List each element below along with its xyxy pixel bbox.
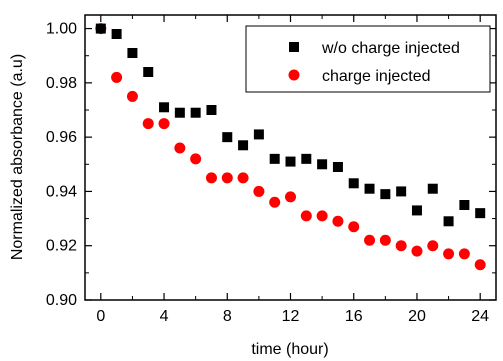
data-marks (95, 23, 486, 271)
circle-point (379, 234, 391, 246)
legend: w/o charge injected charge injected (245, 25, 491, 93)
circle-point (411, 245, 423, 257)
x-tick-label: 0 (96, 308, 105, 325)
legend-label: w/o charge injected (321, 40, 460, 57)
legend-box (245, 25, 491, 93)
circle-point (316, 210, 328, 222)
square-point (222, 132, 233, 143)
circle-point (142, 118, 154, 130)
square-point (332, 162, 343, 172)
x-tick-labels: 0 4 8 12 16 20 24 (96, 308, 489, 325)
legend-label: charge injected (322, 68, 431, 85)
y-tick-label: 0.98 (46, 75, 77, 92)
circle-point (474, 259, 486, 271)
circle-point (221, 172, 233, 184)
circle-point (269, 196, 281, 208)
square-point (285, 156, 296, 167)
square-point (427, 183, 438, 194)
x-tick-label: 20 (408, 308, 426, 325)
y-tick-label: 0.94 (46, 183, 77, 200)
circle-point (158, 118, 170, 130)
square-point (317, 159, 328, 170)
x-tick-label: 24 (471, 308, 489, 325)
circle-point (300, 210, 312, 222)
circle-point (205, 172, 217, 184)
square-point (380, 189, 391, 200)
circle-point (237, 172, 249, 184)
axis-ticks (85, 15, 496, 301)
square-point (459, 200, 470, 210)
square-point (348, 178, 359, 189)
y-tick-label: 0.92 (46, 238, 77, 255)
circle-point (458, 248, 470, 260)
square-point (443, 216, 454, 227)
circle-point (126, 90, 138, 102)
circle-point (395, 240, 407, 252)
square-point (95, 23, 106, 34)
circle-point (332, 215, 344, 227)
y-tick-label: 1.00 (46, 21, 77, 38)
square-point (301, 153, 312, 164)
circle-point (364, 234, 376, 246)
square-point (111, 29, 122, 39)
circle-point (111, 71, 123, 83)
square-point (190, 107, 201, 118)
x-tick-label: 12 (282, 308, 300, 325)
x-axis-label: time (hour) (251, 341, 328, 358)
legend-circle-marker (288, 69, 300, 81)
circle-point (348, 221, 360, 233)
x-tick-label: 16 (345, 308, 363, 325)
square-point (143, 67, 154, 77)
y-tick-label: 0.96 (46, 129, 77, 146)
square-point (206, 105, 217, 115)
square-point (364, 183, 375, 194)
square-point (396, 186, 407, 197)
square-point (411, 205, 422, 216)
square-point (475, 208, 486, 219)
circle-point (285, 191, 296, 203)
legend-square-marker (289, 42, 299, 52)
square-point (127, 48, 138, 58)
y-axis-label: Normalized absorbance (a.u) (9, 54, 26, 260)
square-point (238, 140, 249, 151)
y-tick-labels: 0.90 0.92 0.94 0.96 0.98 1.00 (46, 21, 77, 309)
circle-point (443, 248, 455, 260)
circle-point (253, 185, 265, 197)
x-tick-label: 8 (223, 308, 232, 325)
square-point (253, 129, 264, 140)
y-tick-label: 0.90 (46, 292, 77, 309)
circle-point (190, 153, 202, 165)
x-tick-label: 4 (160, 308, 169, 325)
square-point (174, 107, 185, 118)
circle-point (427, 240, 439, 252)
circle-point (174, 142, 186, 154)
square-point (159, 102, 170, 113)
square-point (269, 153, 280, 164)
